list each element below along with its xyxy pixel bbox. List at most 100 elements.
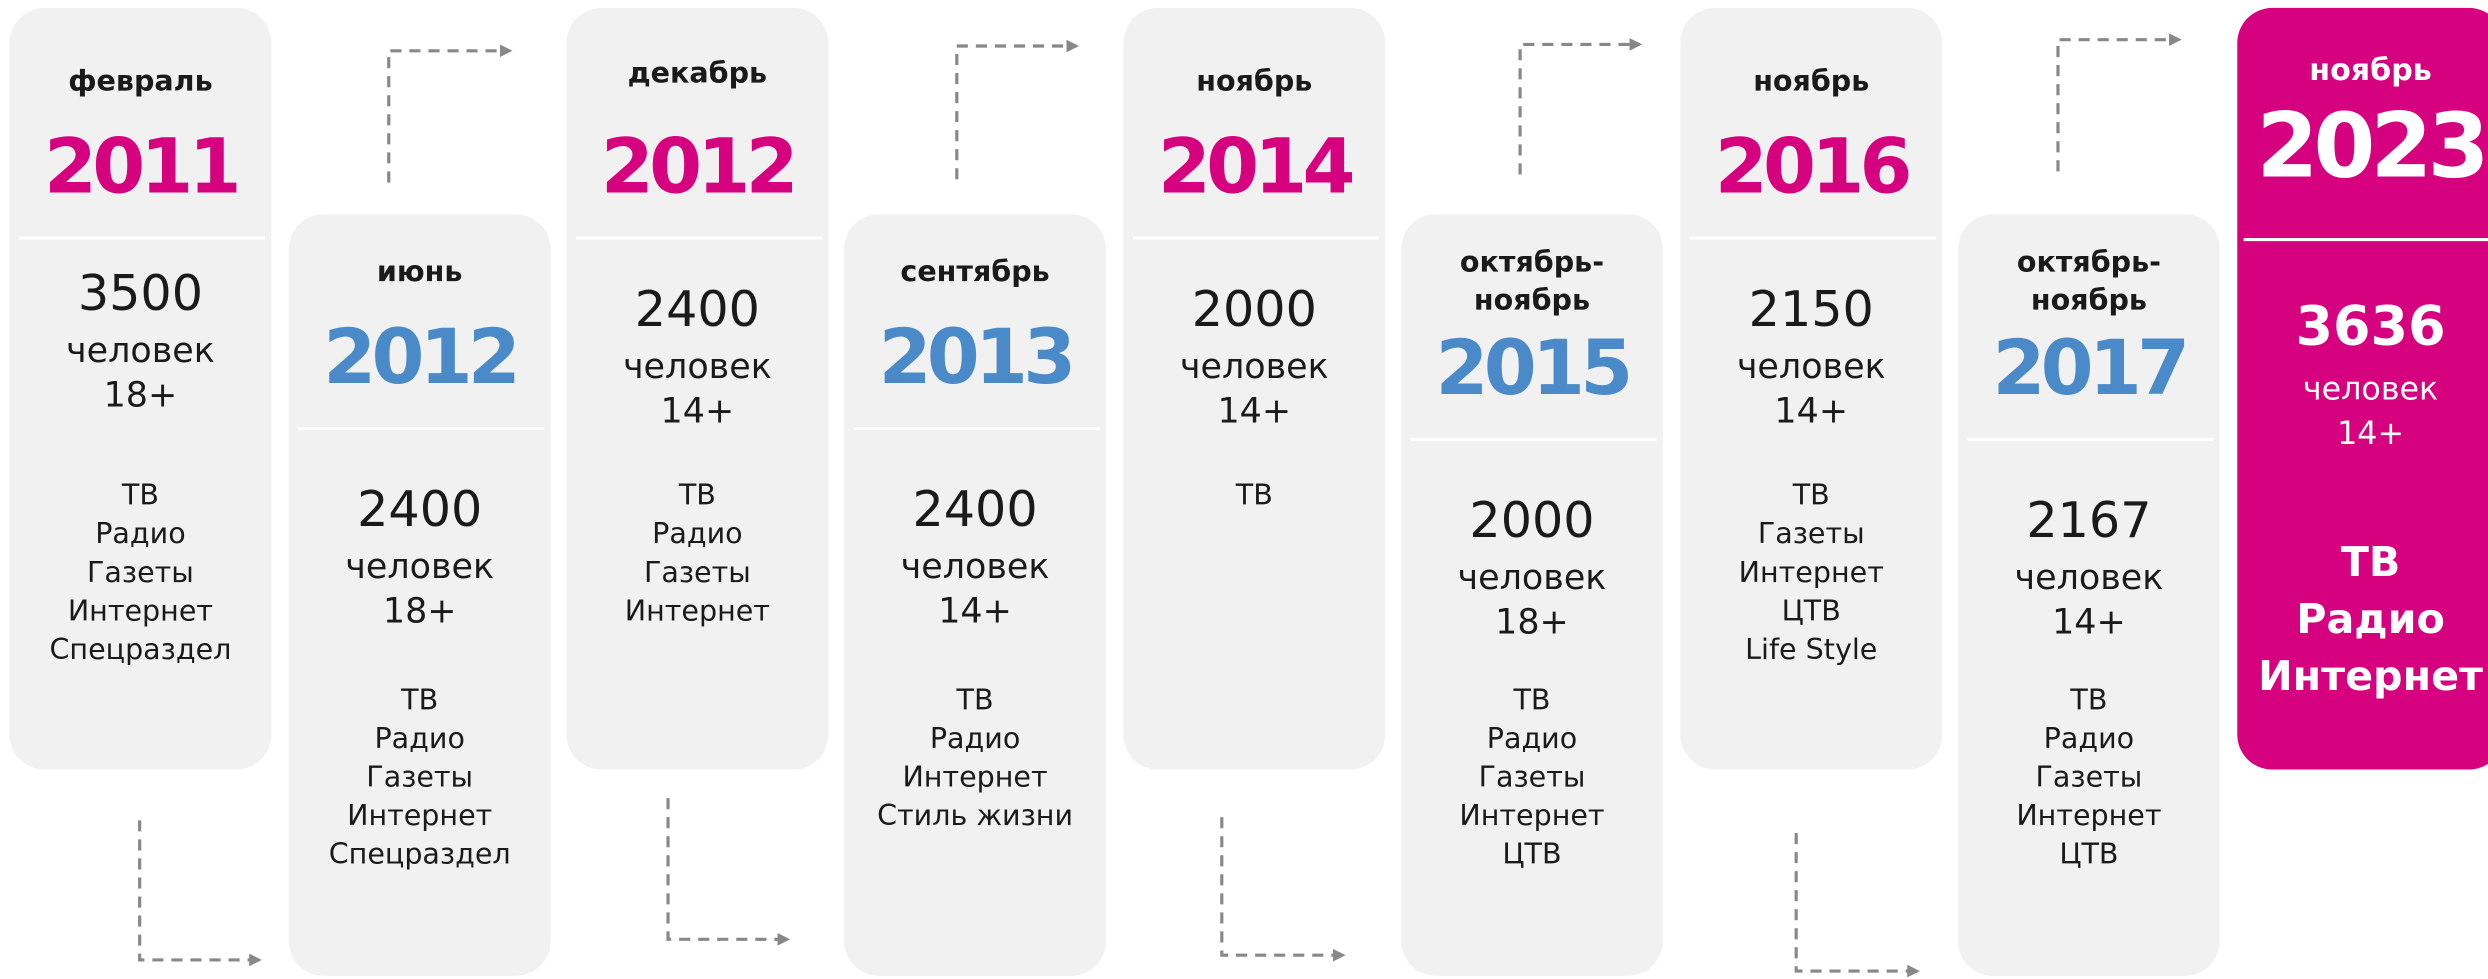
unit: человек	[1737, 347, 1886, 387]
month: октябрь-	[1460, 244, 1604, 278]
media: Life Style	[1745, 632, 1877, 666]
media: Интернет	[68, 593, 213, 627]
month: ноябрь	[1753, 64, 1869, 98]
arrow	[387, 44, 513, 183]
media: ТВ	[1235, 478, 1273, 512]
media: Радио	[930, 721, 1020, 755]
card	[566, 7, 829, 770]
media: ТВ	[678, 478, 716, 512]
count: 2000	[1192, 280, 1317, 338]
year: 2012	[323, 312, 516, 401]
unit: человек	[66, 331, 215, 371]
count: 2000	[1469, 491, 1594, 549]
unit: человек	[623, 347, 772, 387]
arrow	[955, 39, 1079, 180]
media: Спецраздел	[49, 632, 231, 666]
media: ТВ	[121, 478, 159, 512]
media: ТВ	[2069, 682, 2107, 716]
year: 2012	[601, 121, 794, 210]
card	[9, 7, 272, 770]
media: ЦТВ	[2059, 837, 2118, 871]
media: Радио	[1487, 721, 1577, 755]
count: 2400	[912, 480, 1037, 538]
card	[1958, 214, 2220, 976]
media: Спецраздел	[329, 837, 511, 871]
year: 2013	[879, 312, 1072, 401]
media: ТВ	[2341, 538, 2401, 586]
count: 2400	[357, 480, 482, 538]
month: февраль	[68, 64, 212, 98]
month: сентябрь	[900, 254, 1049, 288]
media: ТВ	[956, 682, 994, 716]
media: Интернет	[1459, 798, 1604, 832]
card	[844, 214, 1106, 976]
media: Интернет	[902, 759, 1047, 793]
age: 14+	[1774, 392, 1848, 432]
arrow	[138, 820, 262, 967]
media: Радио	[95, 516, 185, 550]
count: 3636	[2296, 295, 2446, 358]
age: 14+	[2337, 416, 2404, 452]
age: 14+	[661, 392, 735, 432]
count: 3500	[78, 264, 203, 322]
arrow	[2056, 33, 2182, 172]
media: Газеты	[87, 555, 194, 589]
media: Интернет	[625, 593, 770, 627]
media: Стиль жизни	[877, 798, 1073, 832]
arrow	[1220, 817, 1346, 962]
media: Интернет	[347, 798, 492, 832]
unit: человек	[1458, 558, 1607, 598]
card	[1401, 214, 1663, 976]
media: Радио	[652, 516, 742, 550]
month: ноябрь	[1474, 282, 1590, 316]
month: ноябрь	[2309, 53, 2432, 88]
unit: человек	[901, 547, 1050, 587]
connectors	[138, 33, 2182, 978]
media: Газеты	[644, 555, 751, 589]
media: Газеты	[366, 759, 473, 793]
card	[1123, 7, 1386, 770]
unit: человек	[2303, 371, 2438, 407]
count: 2400	[635, 280, 760, 338]
arrow	[1518, 38, 1643, 175]
media: Газеты	[2036, 759, 2143, 793]
highlight-card	[2237, 7, 2488, 770]
unit: человек	[2015, 558, 2164, 598]
year: 2015	[1436, 323, 1629, 412]
age: 18+	[1495, 603, 1569, 643]
card	[1680, 7, 1943, 770]
age: 14+	[938, 591, 1012, 631]
media: ТВ	[1512, 682, 1550, 716]
media: ЦТВ	[1502, 837, 1561, 871]
month: декабрь	[628, 56, 767, 90]
media: ЦТВ	[1782, 593, 1841, 627]
media: Газеты	[1758, 516, 1865, 550]
year: 2023	[2256, 95, 2484, 198]
media: ТВ	[400, 682, 438, 716]
month: октябрь-	[2017, 244, 2161, 278]
age: 18+	[383, 591, 457, 631]
month: июнь	[377, 254, 463, 288]
media: ТВ	[1792, 478, 1830, 512]
arrow	[1794, 833, 1920, 978]
age: 14+	[2052, 603, 2126, 643]
age: 14+	[1217, 392, 1291, 432]
media: Интернет	[2258, 652, 2483, 700]
media: Радио	[2296, 595, 2445, 643]
age: 18+	[104, 376, 178, 416]
count: 2167	[2026, 491, 2151, 549]
year: 2011	[44, 121, 237, 210]
media: Интернет	[1739, 555, 1884, 589]
media: Газеты	[1479, 759, 1586, 793]
media: Радио	[374, 721, 464, 755]
year: 2014	[1158, 121, 1353, 210]
year: 2016	[1715, 121, 1909, 210]
month: ноябрь	[1196, 64, 1312, 98]
count: 2150	[1749, 280, 1874, 338]
arrow	[666, 798, 791, 946]
media: Радио	[2044, 721, 2134, 755]
card	[288, 214, 551, 976]
unit: человек	[345, 547, 494, 587]
